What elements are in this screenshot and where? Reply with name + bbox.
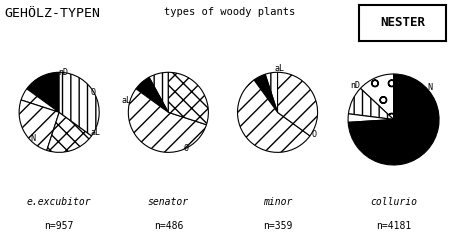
Text: O: O (184, 144, 189, 153)
Text: n=4181: n=4181 (376, 221, 411, 231)
Wedge shape (59, 72, 99, 136)
Wedge shape (278, 72, 318, 136)
Text: types of woody plants: types of woody plants (164, 7, 295, 17)
Text: senator: senator (148, 197, 189, 207)
Wedge shape (265, 72, 278, 112)
Text: N: N (30, 134, 35, 143)
Wedge shape (27, 72, 59, 112)
Wedge shape (348, 114, 394, 122)
Wedge shape (19, 100, 59, 150)
Wedge shape (349, 88, 394, 120)
Wedge shape (254, 74, 278, 112)
Wedge shape (238, 80, 310, 152)
Text: collurio: collurio (370, 197, 417, 207)
Text: nD: nD (350, 81, 360, 90)
Wedge shape (128, 89, 207, 152)
Text: D: D (37, 84, 41, 93)
Text: e.excubitor: e.excubitor (27, 197, 91, 207)
Text: NESTER: NESTER (380, 16, 425, 29)
Wedge shape (21, 89, 59, 112)
Text: n=486: n=486 (154, 221, 183, 231)
Text: n=359: n=359 (263, 221, 292, 231)
Text: N: N (428, 83, 432, 92)
Text: GEHÖLZ-TYPEN: GEHÖLZ-TYPEN (5, 7, 101, 20)
Text: D: D (398, 154, 403, 163)
Text: aL: aL (121, 96, 131, 105)
Wedge shape (168, 72, 208, 125)
Text: minor: minor (263, 197, 292, 207)
Text: aL: aL (274, 64, 284, 73)
Text: O: O (91, 88, 96, 97)
Text: nD: nD (58, 68, 68, 77)
Text: n=957: n=957 (45, 221, 74, 231)
Wedge shape (47, 112, 91, 152)
Wedge shape (348, 74, 439, 165)
Wedge shape (136, 77, 168, 112)
Wedge shape (360, 74, 394, 120)
Text: O: O (311, 130, 316, 139)
Text: aL: aL (90, 128, 100, 137)
Wedge shape (149, 72, 168, 112)
